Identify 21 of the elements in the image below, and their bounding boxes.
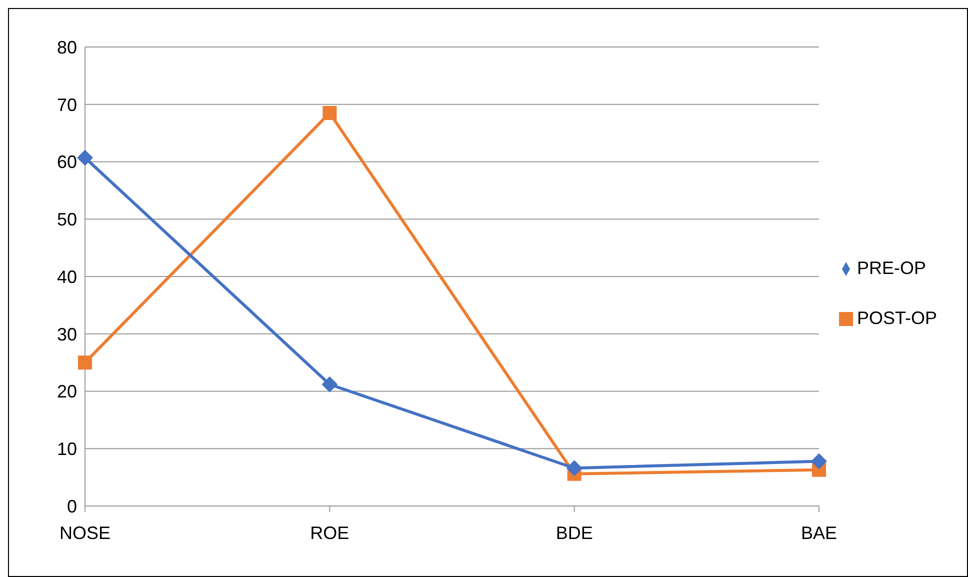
- y-tick-label: 20: [56, 382, 77, 402]
- point: [77, 150, 93, 166]
- y-tick-label: 80: [56, 37, 77, 58]
- y-tick-label: 0: [66, 496, 77, 516]
- x-tick-label: ROE: [310, 522, 350, 543]
- x-tick-label: BAE: [800, 522, 837, 543]
- y-tick-label: 40: [56, 266, 77, 287]
- point: [78, 356, 92, 370]
- legend-label: POST-OP: [856, 308, 937, 328]
- y-tick-label: 30: [56, 324, 77, 344]
- point: [810, 453, 827, 470]
- y-tick-label: 50: [56, 210, 77, 230]
- x-tick-label: BDE: [556, 522, 593, 543]
- point: [322, 106, 337, 120]
- y-tick-label: 70: [56, 94, 77, 115]
- legend-label: PRE-OP: [856, 258, 926, 278]
- y-tick-label: 60: [56, 152, 77, 172]
- y-tick-label: 10: [56, 439, 77, 460]
- x-tick-label: NOSE: [59, 522, 111, 543]
- point: [566, 460, 582, 476]
- point: [322, 376, 338, 392]
